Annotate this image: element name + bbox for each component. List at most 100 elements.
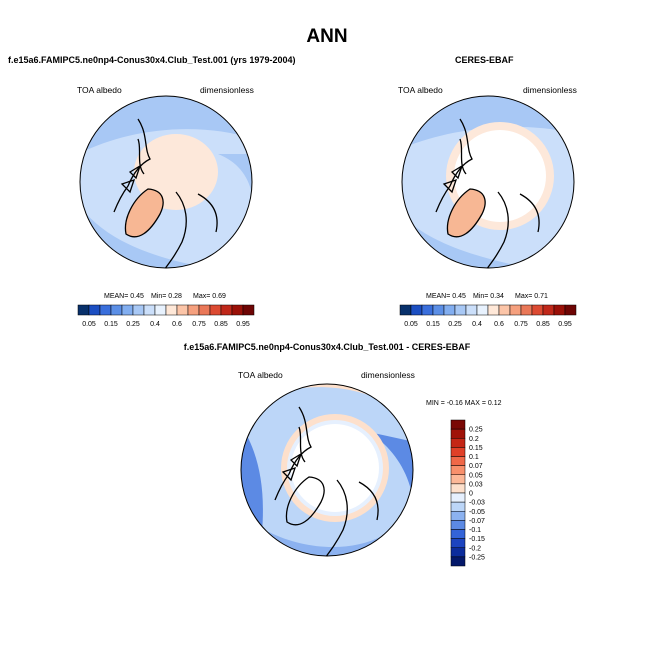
panel1-colorbar-tick-label: 0.6 (172, 321, 182, 328)
panel3-colorbar-swatch (450, 419, 466, 430)
panel1-colorbar: 0.05 0.15 0.25 0.4 0.6 0.75 0.85 0.95 (77, 304, 255, 328)
panel1-colorbar-swatch (154, 304, 167, 316)
panel3-arctic-region (291, 424, 379, 512)
panel1-coastline (163, 191, 187, 268)
panel3-greenland-outline (285, 476, 325, 526)
panel1-units: dimensionless (200, 85, 254, 95)
panel3-colorbar-swatch (450, 456, 466, 466)
panel2-colorbar-swatch (553, 304, 566, 316)
panel1-map-border (79, 95, 253, 269)
panel3-colorbar-swatch (450, 438, 466, 448)
panel1-max: Max= 0.69 (193, 293, 226, 300)
panel2-colorbar-swatch (432, 304, 445, 316)
panel1-colorbar-swatch (242, 304, 255, 316)
panel3-colorbar-swatch (450, 492, 466, 503)
panel2-colorbar-tick-label: 0.95 (558, 321, 572, 328)
panel3-colorbar-tick-label: -0.05 (469, 509, 485, 516)
panel1-colorbar-tick-label: 0.85 (214, 321, 228, 328)
panel3-colorbar-swatch (450, 547, 466, 558)
panel3-colorbar-tick-label: 0.05 (469, 472, 483, 479)
panel1-colorbar-swatch (187, 304, 200, 316)
panel1-colorbar-swatch (165, 304, 178, 316)
panel2-greenland (447, 189, 486, 237)
panel1-colorbar-swatch (220, 304, 233, 316)
panel2-colorbar-swatch (465, 304, 478, 316)
panel1-colorbar-swatch (198, 304, 211, 316)
panel2-colorbar-swatch (399, 304, 412, 316)
panel2-islands (442, 138, 467, 194)
panel2-variable: TOA albedo (398, 85, 443, 95)
panel1-colorbar-swatch (110, 304, 123, 316)
panel1-colorbar-swatch (176, 304, 189, 316)
panel2-title: CERES-EBAF (455, 55, 514, 65)
panel2-colorbar: 0.05 0.15 0.25 0.4 0.6 0.75 0.85 0.95 (399, 304, 577, 328)
panel1-greenland (125, 189, 164, 237)
panel2-colorbar-swatch (542, 304, 555, 316)
panel3-colorbar-swatch (450, 529, 466, 539)
panel2-colorbar-swatch (498, 304, 511, 316)
panel2-colorbar-swatch (443, 304, 456, 316)
panel3-colorbar-swatch (450, 465, 466, 475)
panel1-ocean-band (80, 96, 252, 154)
panel3-coastline (274, 406, 312, 501)
panel1-colorbar-swatch (143, 304, 156, 316)
panel3-colorbar-swatch (450, 474, 466, 485)
panel3-colorbar-tick-label: -0.2 (469, 545, 481, 552)
panel1-islands (120, 138, 145, 194)
panel2-mean: MEAN= 0.45 (426, 293, 466, 300)
panel1-colorbar-tick-label: 0.05 (82, 321, 96, 328)
panel3-colorbar-swatch (450, 556, 466, 567)
panel1-coastline (113, 118, 151, 213)
panel3-coastline (358, 481, 379, 521)
panel1-greenland-outline (124, 188, 164, 238)
panel3-colorbar: 0.25 0.2 0.15 0.1 0.07 0.05 0.03 0 -0.03 -0.05 -0.… (450, 419, 485, 567)
panel3-colorbar-tick-label: -0.15 (469, 536, 485, 543)
panel3-islands (281, 426, 306, 482)
panel3-colorbar-tick-label: 0 (469, 491, 473, 498)
panel2-map-border (401, 95, 575, 269)
panel1-coastline (197, 193, 218, 233)
panel3-map (240, 383, 414, 557)
panel2-max: Max= 0.71 (515, 293, 548, 300)
panel3-variable: TOA albedo (238, 370, 283, 380)
panel2-colorbar-tick-label: 0.85 (536, 321, 550, 328)
panel2-colorbar-tick-label: 0.15 (426, 321, 440, 328)
panel3-negative-region (369, 432, 413, 522)
panel1-colorbar-swatch (121, 304, 134, 316)
panel2-colorbar-swatch (476, 304, 489, 316)
panel3-min-max: MIN = -0.16 MAX = 0.12 (426, 400, 502, 407)
panel2-colorbar-swatch (410, 304, 423, 316)
panel3-colorbar-tick-label: 0.25 (469, 427, 483, 434)
panel3-colorbar-swatch (450, 501, 466, 512)
panel2-colorbar-swatch (487, 304, 500, 316)
panel2-coastline (519, 193, 540, 233)
panel2-map (401, 95, 575, 269)
panel2-colorbar-swatch (520, 304, 533, 316)
panel2-units: dimensionless (523, 85, 577, 95)
panel3-colorbar-swatch (450, 538, 466, 548)
panel2-coastline (485, 191, 509, 268)
panel1-colorbar-swatch (88, 304, 101, 316)
panel1-colorbar-swatch (231, 304, 244, 316)
panel1-map (79, 95, 253, 269)
panel3-colorbar-swatch (450, 511, 466, 521)
panel3-colorbar-tick-label: -0.03 (469, 500, 485, 507)
panel1-title: f.e15a6.FAMIPC5.ne0np4-Conus30x4.Club_Te… (8, 55, 296, 65)
panel2-greenland-outline (446, 188, 486, 238)
panel2-colorbar-swatch (509, 304, 522, 316)
panel2-colorbar-tick-label: 0.05 (404, 321, 418, 328)
panel2-colorbar-tick-label: 0.25 (448, 321, 462, 328)
panel2-colorbar-swatch (421, 304, 434, 316)
panel2-colorbar-tick-label: 0.75 (514, 321, 528, 328)
panel3-colorbar-tick-label: 0.03 (469, 481, 483, 488)
page-title: ANN (306, 26, 348, 47)
panel3-colorbar-swatch (450, 447, 466, 457)
panel1-colorbar-tick-label: 0.75 (192, 321, 206, 328)
panel3-colorbar-swatch (450, 483, 466, 494)
panel3-colorbar-tick-label: 0.1 (469, 454, 479, 461)
panel3-colorbar-swatch (450, 428, 466, 439)
panel1-variable: TOA albedo (77, 85, 122, 95)
panel1-colorbar-tick-label: 0.95 (236, 321, 250, 328)
panel3-units: dimensionless (361, 370, 415, 380)
panel3-title: f.e15a6.FAMIPC5.ne0np4-Conus30x4.Club_Te… (183, 342, 471, 352)
